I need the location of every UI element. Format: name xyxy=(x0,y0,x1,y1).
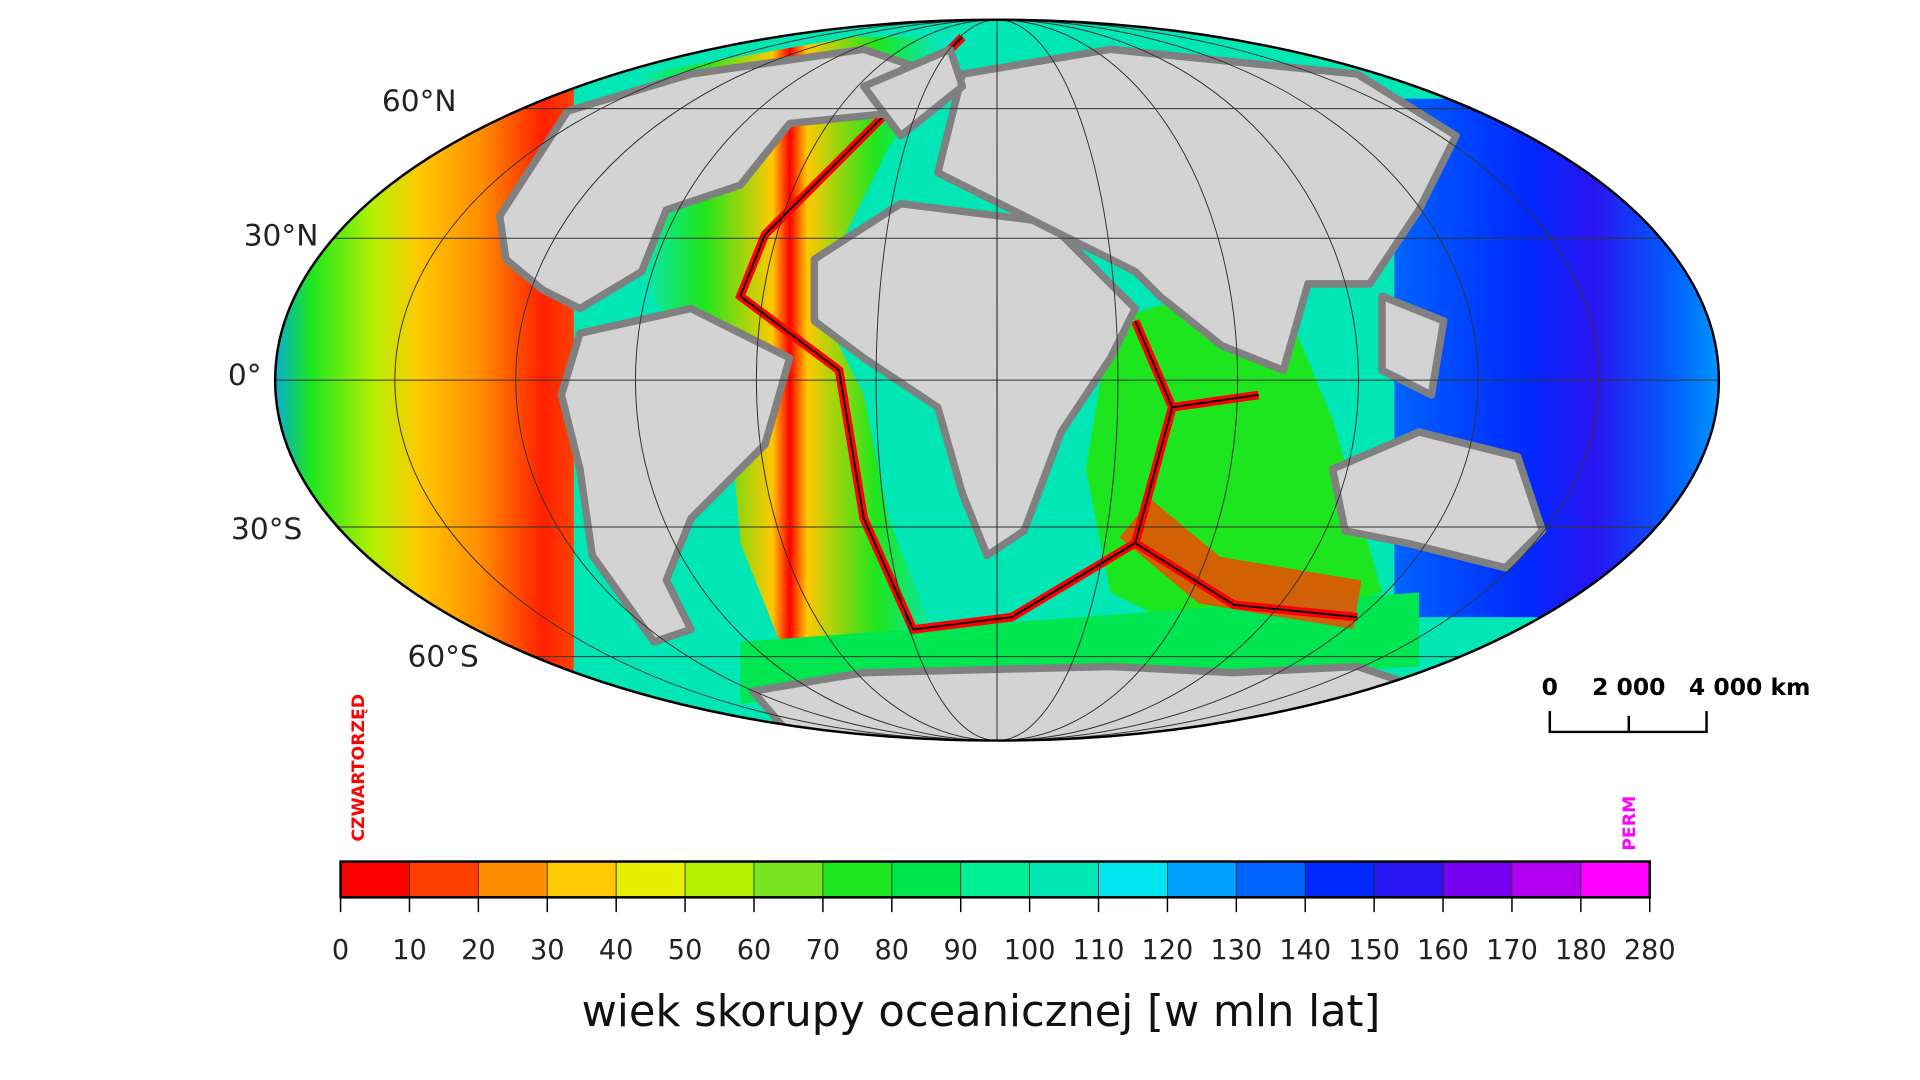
tick-label: 60 xyxy=(737,935,772,966)
color-swatch xyxy=(684,861,755,898)
tick-label: 120 xyxy=(1142,935,1194,966)
latitude-label: 60°N xyxy=(382,84,457,118)
color-swatch xyxy=(891,861,962,898)
scale-bar: 0 2 000 4 000 km xyxy=(1542,673,1811,734)
color-swatch xyxy=(478,861,548,898)
tick-label: 20 xyxy=(461,935,496,966)
tick-label: 80 xyxy=(875,935,910,966)
latitude-labels: 60°N 30°N 0° 30°S 60°S xyxy=(228,84,479,673)
tick-label: 50 xyxy=(668,935,703,966)
continents xyxy=(496,45,1547,741)
map xyxy=(275,19,1719,741)
color-swatch xyxy=(1511,861,1582,898)
tick-label: 140 xyxy=(1279,935,1331,966)
latitude-label: 30°S xyxy=(231,512,302,546)
tick-label: 100 xyxy=(1004,935,1056,966)
color-swatch xyxy=(409,861,479,898)
tick-label: 130 xyxy=(1210,935,1262,966)
start-era: CZWARTORZĘD xyxy=(349,694,369,842)
color-swatch xyxy=(1235,861,1306,898)
tick-label: 30 xyxy=(530,935,565,966)
color-swatch xyxy=(753,861,824,898)
color-swatch xyxy=(1442,861,1513,898)
color-swatch xyxy=(546,861,617,898)
plate-boundary xyxy=(739,36,1358,631)
globe-outline xyxy=(273,18,1721,742)
scale-label: 4 000 km xyxy=(1689,673,1811,701)
scale-line xyxy=(1548,710,1708,734)
latitude-label: 60°S xyxy=(407,639,478,673)
color-swatch xyxy=(1098,861,1168,898)
color-swatch xyxy=(1167,861,1237,898)
tick-label: 40 xyxy=(599,935,634,966)
color-swatch xyxy=(340,861,410,898)
latitude-label: 0° xyxy=(228,358,262,392)
scale-label: 2 000 xyxy=(1592,673,1665,701)
legend-title: wiek skorupy oceanicznej [w mln lat] xyxy=(582,987,1381,1037)
colorbar: 0 10 20 30 40 50 60 70 80 90 100 110 120 130 140 150 160… xyxy=(332,860,1676,966)
tick-label: 0 xyxy=(332,935,349,966)
tick-label: 70 xyxy=(806,935,841,966)
tick-label: 180 xyxy=(1555,935,1607,966)
color-swatch xyxy=(615,861,686,898)
tick-label: 170 xyxy=(1486,935,1538,966)
tick-label: 10 xyxy=(392,935,427,966)
latitude-label: 30°N xyxy=(244,218,319,252)
color-swatch xyxy=(1029,861,1099,898)
ridge-band xyxy=(1119,499,1362,630)
tick-label: 160 xyxy=(1417,935,1469,966)
end-era: PERM xyxy=(1620,796,1640,851)
scale-label: 0 xyxy=(1542,673,1558,701)
color-swatch xyxy=(1580,861,1651,898)
color-swatch xyxy=(822,861,893,898)
tick-label: 90 xyxy=(943,935,978,966)
color-swatch xyxy=(1304,861,1375,898)
tick-label: 110 xyxy=(1073,935,1125,966)
tick-label: 150 xyxy=(1348,935,1400,966)
tick-label: 280 xyxy=(1624,935,1676,966)
colorbar-frame xyxy=(339,860,1652,899)
color-swatch xyxy=(960,861,1030,898)
color-swatch xyxy=(1373,861,1444,898)
